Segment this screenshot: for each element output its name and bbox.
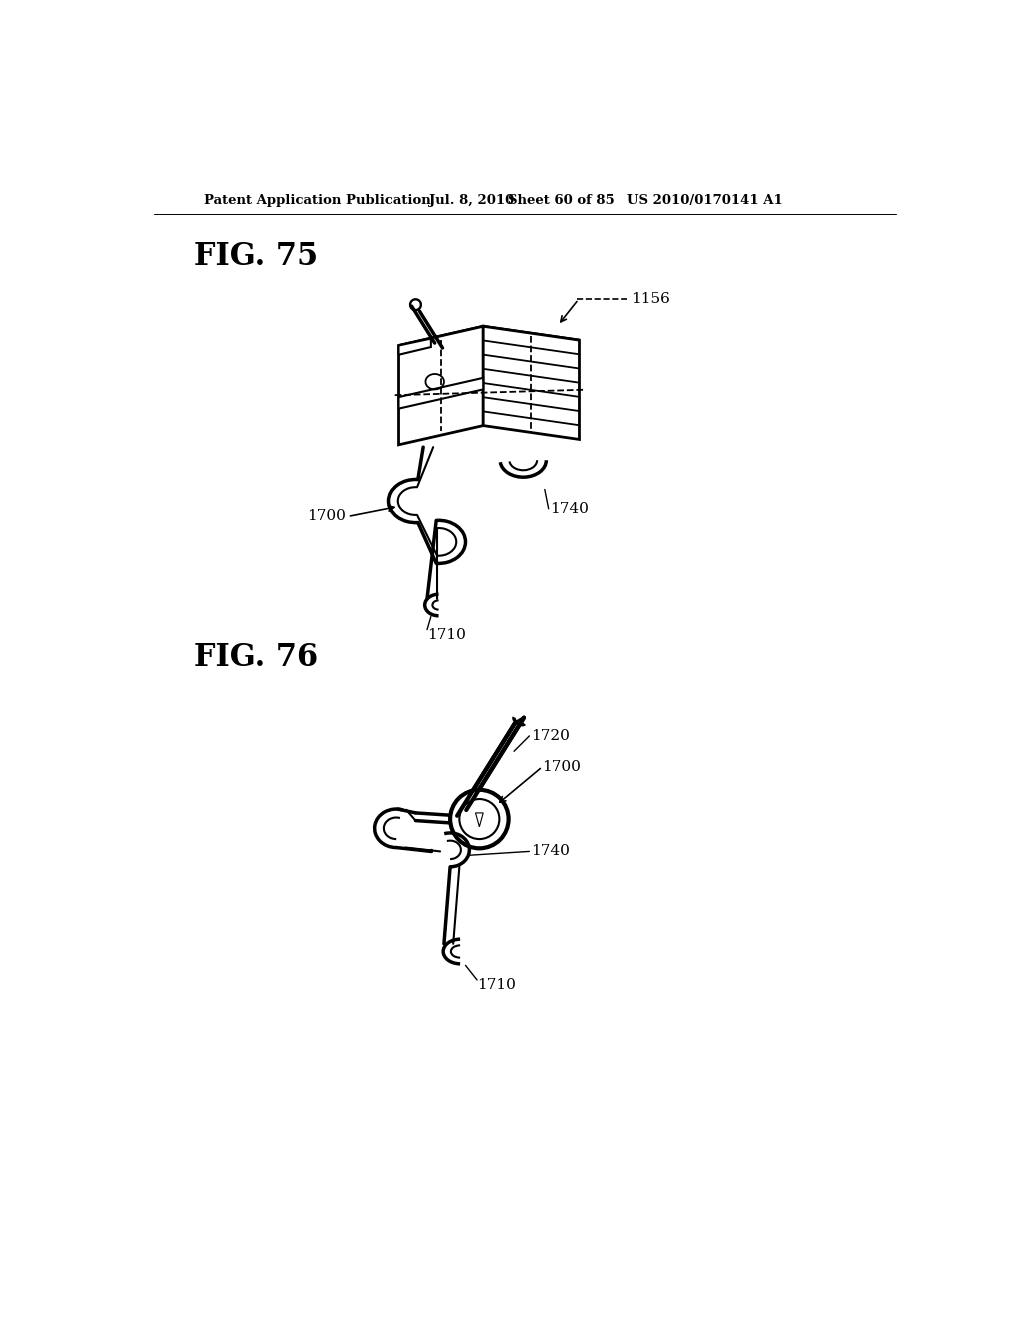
Text: 1720: 1720 xyxy=(531,729,569,743)
Circle shape xyxy=(460,799,500,840)
Text: 1156: 1156 xyxy=(631,292,670,305)
Polygon shape xyxy=(398,326,580,359)
Polygon shape xyxy=(475,813,483,826)
Polygon shape xyxy=(398,326,483,445)
Text: 1710: 1710 xyxy=(427,628,466,642)
Text: 1700: 1700 xyxy=(543,760,582,774)
Polygon shape xyxy=(398,378,483,409)
Text: FIG. 76: FIG. 76 xyxy=(194,642,317,673)
Text: 1700: 1700 xyxy=(307,510,346,524)
Text: Patent Application Publication: Patent Application Publication xyxy=(204,194,430,207)
Text: FIG. 75: FIG. 75 xyxy=(194,242,317,272)
Text: US 2010/0170141 A1: US 2010/0170141 A1 xyxy=(628,194,783,207)
Polygon shape xyxy=(483,326,580,440)
Text: 1740: 1740 xyxy=(550,502,589,516)
Text: 1710: 1710 xyxy=(477,978,516,993)
Polygon shape xyxy=(398,339,431,355)
Text: Sheet 60 of 85: Sheet 60 of 85 xyxy=(508,194,614,207)
Circle shape xyxy=(451,789,509,849)
Text: Jul. 8, 2010: Jul. 8, 2010 xyxy=(429,194,515,207)
Text: 1740: 1740 xyxy=(531,845,569,858)
